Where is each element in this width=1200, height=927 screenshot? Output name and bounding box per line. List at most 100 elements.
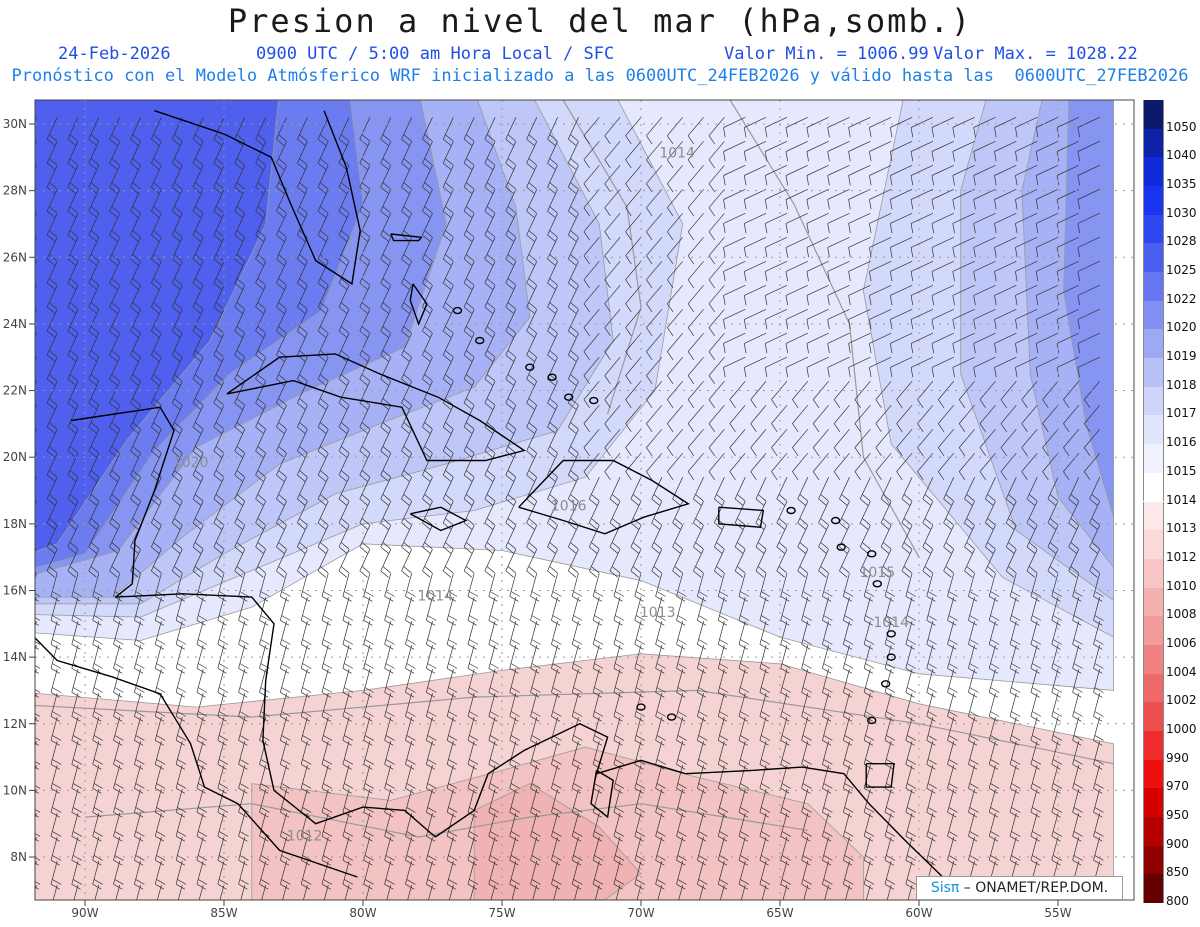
wind-barb-1098 xyxy=(801,597,812,626)
wind-barb-86 xyxy=(687,141,704,169)
wind-barb-936 xyxy=(734,525,746,554)
wind-barb-724 xyxy=(729,428,746,456)
wind-barb-1294 xyxy=(467,693,479,722)
wind-barb-317 xyxy=(1077,236,1100,258)
wind-barb-283 xyxy=(380,237,392,266)
wind-barb-558 xyxy=(583,356,600,384)
wind-barb-1412 xyxy=(717,741,729,770)
wind-barb-1009 xyxy=(50,573,62,602)
wind-barb-136 xyxy=(625,165,642,193)
wind-barb-248 xyxy=(743,212,767,234)
value-min: Valor Min. = 1006.99 xyxy=(724,44,929,64)
wind-barb-238 xyxy=(547,213,558,242)
wind-barb-85 xyxy=(667,141,683,169)
wind-barb-711 xyxy=(463,429,475,458)
wind-barb-177 xyxy=(380,189,392,218)
wind-barb-667 xyxy=(646,404,663,432)
wind-barb-1718 xyxy=(469,884,475,900)
wind-barb-358 xyxy=(827,260,850,282)
wind-barb-1646 xyxy=(71,860,82,890)
wind-barb-504 xyxy=(567,333,579,362)
island-0 xyxy=(867,550,877,558)
wind-barb-536 xyxy=(130,357,141,386)
wind-barb-1389 xyxy=(238,741,249,770)
wind-barb-333 xyxy=(317,261,329,290)
wind-barb-1492 xyxy=(175,789,187,818)
wind-barb-777 xyxy=(729,452,746,480)
wind-barb-1668 xyxy=(530,860,541,890)
wind-barb-421 xyxy=(1035,284,1059,306)
wind-barb-1672 xyxy=(613,860,625,890)
wind-barb-385 xyxy=(296,285,308,314)
colorbar-swatch-950 xyxy=(1143,788,1164,817)
wind-barb-582 xyxy=(1077,356,1100,378)
wind-barb-1729 xyxy=(699,884,704,900)
island-15 xyxy=(475,336,485,345)
wind-barb-1448 xyxy=(363,765,374,794)
wind-barb-370 xyxy=(1077,260,1100,282)
wind-barb-946 xyxy=(943,525,955,554)
wind-barb-1147 xyxy=(717,621,729,650)
grand-bahama-coast xyxy=(390,233,423,242)
wind-barb-790 xyxy=(1000,452,1017,480)
wind-barb-1249 xyxy=(634,669,645,698)
wind-barb-932 xyxy=(651,525,663,554)
wind-barb-767 xyxy=(526,453,538,482)
wind-barb-93 xyxy=(827,140,850,162)
wind-barb-1577 xyxy=(842,813,854,842)
wind-barb-1269 xyxy=(1051,669,1062,698)
wind-barb-246 xyxy=(708,213,725,241)
wind-barb-653 xyxy=(359,405,371,434)
wind-barb-1208 xyxy=(884,645,896,674)
wind-barb-189 xyxy=(625,189,642,217)
wind-barb-981 xyxy=(567,549,579,578)
wind-barb-182 xyxy=(484,189,496,218)
wind-barb-804 xyxy=(192,477,204,506)
wind-barb-512 xyxy=(723,332,746,354)
wind-barb-1303 xyxy=(655,693,666,722)
wind-barb-962 xyxy=(171,549,183,578)
wind-barb-935 xyxy=(713,525,725,554)
wind-barb-193 xyxy=(708,189,725,217)
wind-barb-791 xyxy=(1021,452,1038,480)
wind-barb-349 xyxy=(646,261,663,289)
wind-barb-1404 xyxy=(551,741,562,770)
wind-barb-351 xyxy=(687,261,704,289)
wind-barb-391 xyxy=(422,285,433,314)
wind-barb-739 xyxy=(1042,428,1059,456)
wind-barb-656 xyxy=(422,405,433,434)
wind-barb-361 xyxy=(889,260,913,282)
wind-barb-1493 xyxy=(196,789,208,818)
wind-barb-1622 xyxy=(676,836,687,866)
wind-barb-1040 xyxy=(696,573,708,602)
wind-barb-407 xyxy=(743,284,767,306)
wind-barb-818 xyxy=(484,477,496,506)
wind-barb-1587 xyxy=(1051,813,1062,842)
wind-barb-598 xyxy=(317,381,329,410)
wind-barb-1508 xyxy=(509,789,520,818)
wind-barb-18 xyxy=(380,117,392,146)
wind-barb-738 xyxy=(1021,428,1038,456)
wind-barb-1539 xyxy=(50,813,62,842)
wind-barb-770 xyxy=(583,452,600,480)
wind-barb-500 xyxy=(484,333,496,362)
wind-barb-336 xyxy=(380,261,392,290)
wind-barb-1423 xyxy=(947,741,958,770)
wind-barb-937 xyxy=(755,525,767,554)
wind-barb-723 xyxy=(708,428,725,456)
wind-barb-282 xyxy=(359,237,371,266)
wind-barb-670 xyxy=(708,404,725,432)
wind-barb-1510 xyxy=(551,789,562,818)
wind-barb-52 xyxy=(1077,116,1100,138)
wind-barb-445 xyxy=(442,309,454,338)
wind-barb-39 xyxy=(806,116,829,138)
wind-barb-1552 xyxy=(321,813,333,842)
wind-barb-323 xyxy=(109,261,121,290)
wind-barb-1116 xyxy=(71,621,82,650)
colorbar-label-1018: 1018 xyxy=(1166,377,1197,392)
wind-barb-150 xyxy=(910,164,934,186)
wind-barb-616 xyxy=(687,380,704,408)
wind-barb-1633 xyxy=(905,836,916,866)
wind-barb-639 xyxy=(67,405,79,434)
wind-barb-1723 xyxy=(574,884,579,900)
